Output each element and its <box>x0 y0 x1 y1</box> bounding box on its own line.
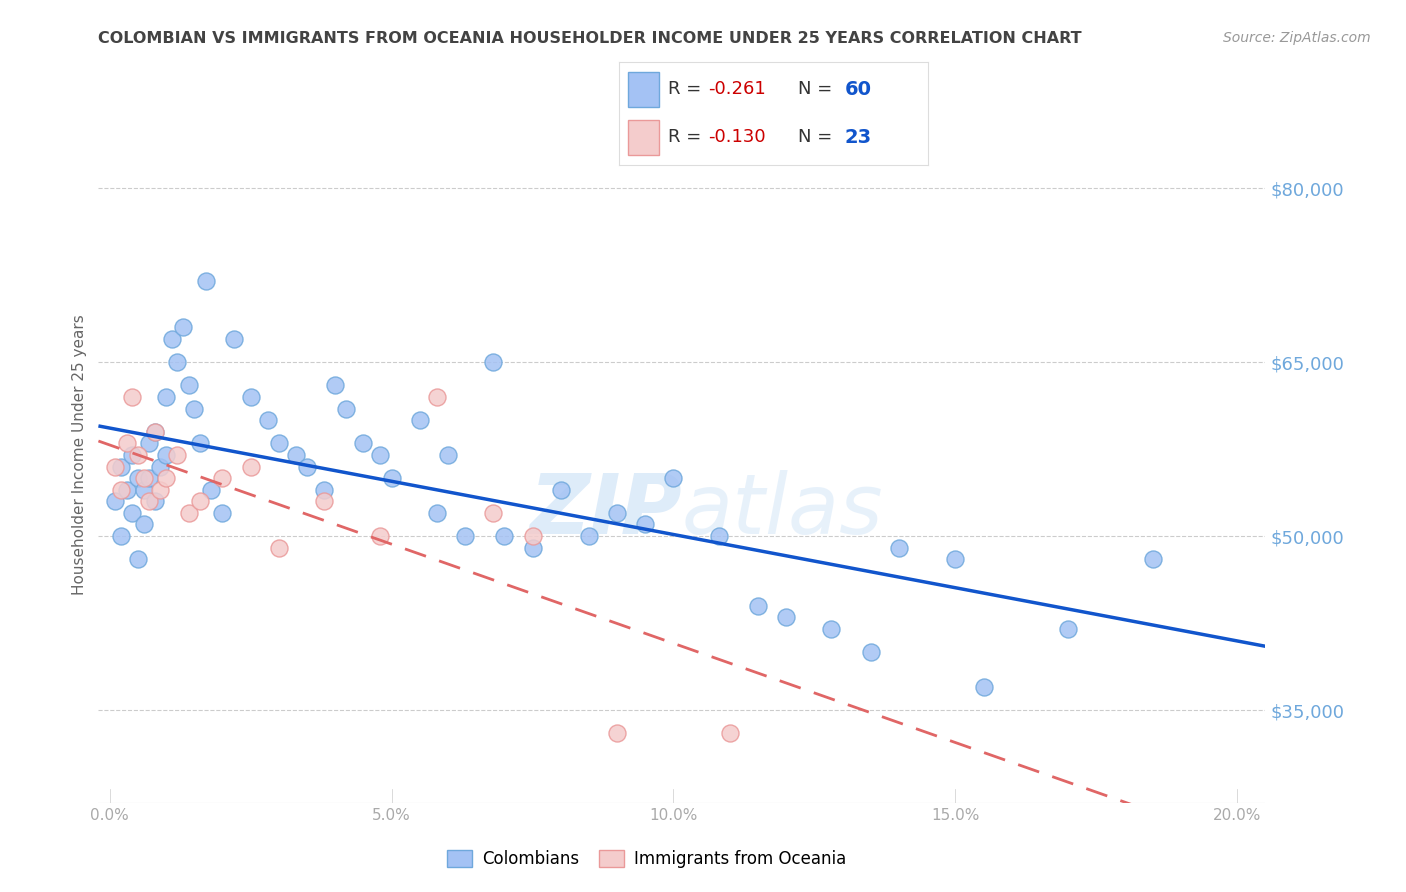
Point <box>426 390 449 404</box>
Point <box>132 517 155 532</box>
Point <box>522 541 544 555</box>
Point <box>454 529 477 543</box>
Point <box>121 448 143 462</box>
Text: ZIP: ZIP <box>529 470 682 551</box>
Point <box>183 401 205 416</box>
Point <box>138 494 160 508</box>
Point <box>606 506 628 520</box>
FancyBboxPatch shape <box>628 120 659 155</box>
Point <box>132 483 155 497</box>
Point <box>352 436 374 450</box>
Point <box>295 459 318 474</box>
Point <box>149 459 172 474</box>
Point <box>166 448 188 462</box>
Point <box>606 726 628 740</box>
Point <box>312 494 335 508</box>
Text: atlas: atlas <box>682 470 883 551</box>
Point <box>177 378 200 392</box>
Text: Source: ZipAtlas.com: Source: ZipAtlas.com <box>1223 31 1371 45</box>
Point <box>550 483 572 497</box>
Point <box>200 483 222 497</box>
Point <box>222 332 245 346</box>
Point <box>820 622 842 636</box>
Point <box>160 332 183 346</box>
Point <box>132 471 155 485</box>
Point <box>127 448 149 462</box>
Point <box>747 599 769 613</box>
Text: COLOMBIAN VS IMMIGRANTS FROM OCEANIA HOUSEHOLDER INCOME UNDER 25 YEARS CORRELATI: COLOMBIAN VS IMMIGRANTS FROM OCEANIA HOU… <box>98 31 1083 46</box>
Point <box>494 529 516 543</box>
Point <box>323 378 346 392</box>
Point <box>155 471 177 485</box>
Point <box>115 436 138 450</box>
Point <box>426 506 449 520</box>
Point <box>718 726 741 740</box>
Point <box>211 506 233 520</box>
Point <box>155 390 177 404</box>
Legend: Colombians, Immigrants from Oceania: Colombians, Immigrants from Oceania <box>440 843 853 875</box>
Point <box>578 529 600 543</box>
Point <box>239 390 262 404</box>
Point <box>482 355 505 369</box>
Point <box>127 471 149 485</box>
Point <box>775 610 797 624</box>
Text: -0.130: -0.130 <box>709 128 766 146</box>
Point <box>634 517 657 532</box>
Y-axis label: Householder Income Under 25 years: Householder Income Under 25 years <box>72 315 87 595</box>
Point <box>172 320 194 334</box>
Point <box>121 506 143 520</box>
Point <box>143 425 166 439</box>
Point <box>143 425 166 439</box>
Point <box>284 448 307 462</box>
Point <box>267 436 290 450</box>
Text: 23: 23 <box>845 128 872 147</box>
Point <box>143 494 166 508</box>
Point <box>239 459 262 474</box>
Point <box>409 413 432 427</box>
Point <box>115 483 138 497</box>
Point <box>482 506 505 520</box>
Text: N =: N = <box>799 128 838 146</box>
Point <box>211 471 233 485</box>
Point <box>368 448 391 462</box>
Point <box>110 529 132 543</box>
Point <box>177 506 200 520</box>
Text: R =: R = <box>668 80 707 98</box>
Point <box>110 459 132 474</box>
Point <box>155 448 177 462</box>
Point <box>662 471 685 485</box>
Point <box>707 529 730 543</box>
Point <box>166 355 188 369</box>
Point <box>149 483 172 497</box>
Text: 60: 60 <box>845 79 872 99</box>
Point <box>887 541 910 555</box>
Point <box>188 494 211 508</box>
Text: R =: R = <box>668 128 707 146</box>
Point <box>104 494 127 508</box>
Point <box>110 483 132 497</box>
Point <box>127 552 149 566</box>
Point <box>335 401 357 416</box>
Point <box>1057 622 1080 636</box>
Point <box>138 436 160 450</box>
Text: N =: N = <box>799 80 838 98</box>
Point <box>267 541 290 555</box>
Point <box>943 552 966 566</box>
Point <box>1142 552 1164 566</box>
Point <box>973 680 995 694</box>
Point <box>256 413 278 427</box>
Point <box>188 436 211 450</box>
Point <box>138 471 160 485</box>
Point <box>194 274 217 288</box>
Point <box>437 448 460 462</box>
Point <box>312 483 335 497</box>
Point <box>121 390 143 404</box>
Point <box>859 645 882 659</box>
FancyBboxPatch shape <box>628 71 659 106</box>
Point <box>522 529 544 543</box>
Point <box>368 529 391 543</box>
Point <box>381 471 404 485</box>
Point <box>104 459 127 474</box>
Text: -0.261: -0.261 <box>709 80 766 98</box>
